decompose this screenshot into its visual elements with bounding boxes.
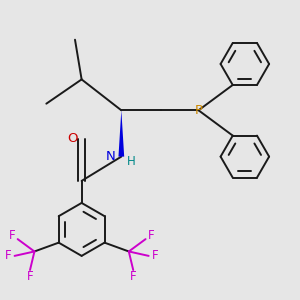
Text: H: H [127, 154, 136, 167]
Polygon shape [118, 110, 124, 157]
Text: F: F [27, 270, 33, 283]
Text: F: F [130, 270, 136, 283]
Text: F: F [148, 229, 154, 242]
Text: F: F [9, 229, 16, 242]
Text: N: N [105, 150, 115, 163]
Text: F: F [5, 249, 12, 262]
Text: O: O [68, 133, 78, 146]
Text: P: P [194, 104, 202, 117]
Text: F: F [152, 249, 158, 262]
